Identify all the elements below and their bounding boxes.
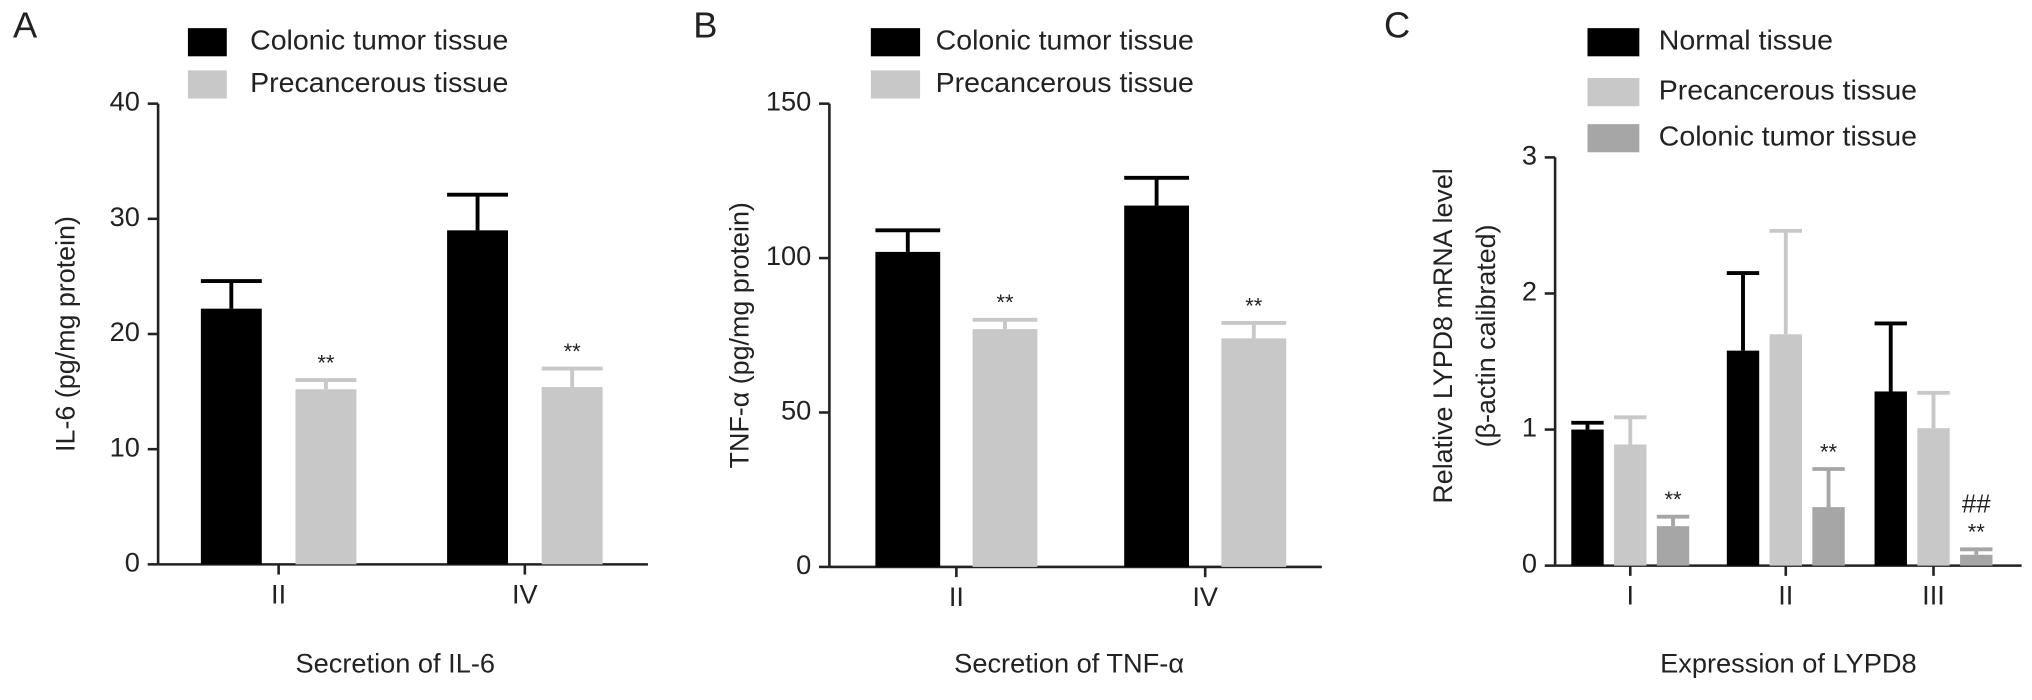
error-bar: [447, 192, 508, 231]
bar: [875, 251, 941, 567]
legend-swatch: [1587, 124, 1640, 153]
y-axis-label: IL-6 (pg/mg protein): [50, 216, 80, 452]
y-tick-label: 0: [125, 548, 140, 578]
y-axis-label: (β-actin calibrated): [1471, 224, 1501, 447]
bar: [1960, 554, 1993, 566]
bar: [1221, 338, 1287, 567]
error-bar: [1221, 321, 1287, 339]
error-bar: [1124, 175, 1190, 206]
y-tick-label: 150: [766, 87, 811, 117]
y-tick-label: 30: [110, 202, 140, 232]
legend-label: Precancerous tissue: [250, 67, 508, 99]
y-tick-label: 1: [1522, 413, 1537, 443]
significance-label: **: [996, 290, 1014, 315]
y-tick-label: 0: [796, 550, 811, 580]
error-bar: [1614, 415, 1647, 445]
error-bar: [1960, 547, 1993, 555]
y-tick-label: 40: [110, 87, 140, 117]
y-axis-label: TNF-α (pg/mg protein): [724, 202, 754, 468]
x-tick-label: IV: [1192, 582, 1218, 612]
bar: [200, 308, 262, 565]
legend-swatch: [870, 28, 921, 57]
bar: [972, 329, 1038, 567]
legend-swatch: [1587, 78, 1640, 107]
legend-swatch: [187, 28, 227, 57]
x-tick-label: II: [1778, 581, 1793, 611]
legend-label: Colonic tumor tissue: [936, 25, 1194, 57]
bar: [1614, 444, 1647, 566]
significance-label: **: [564, 339, 582, 364]
bar: [1874, 391, 1907, 566]
legend-swatch: [870, 70, 921, 99]
error-bar: [1726, 271, 1760, 351]
error-bar: [875, 228, 941, 252]
legend-label: Precancerous tissue: [1659, 75, 1917, 107]
y-tick-label: 0: [1522, 549, 1537, 579]
bar: [1917, 428, 1950, 566]
y-axis-label: Relative LYPD8 mRNA level: [1428, 168, 1458, 503]
error-bar: [1812, 467, 1845, 508]
legend-swatch: [187, 70, 227, 99]
error-bar: [1571, 420, 1604, 430]
x-tick-label: I: [1626, 581, 1634, 611]
x-tick-label: II: [271, 580, 286, 610]
significance-label: **: [1820, 440, 1838, 465]
x-axis-label: Secretion of TNF-α: [954, 649, 1184, 679]
error-bar: [1656, 514, 1690, 527]
significance-label: **: [317, 351, 335, 376]
bar: [1769, 334, 1802, 566]
x-axis-label: Expression of LYPD8: [1660, 649, 1917, 679]
significance-label: **: [1245, 293, 1263, 318]
bar: [447, 230, 508, 565]
x-tick-label: III: [1922, 581, 1945, 611]
y-tick-label: 3: [1522, 141, 1537, 171]
bar: [541, 386, 603, 565]
y-tick-label: 100: [766, 241, 811, 271]
panel-label: B: [693, 5, 717, 46]
significance-label: **: [1968, 520, 1986, 545]
error-bar: [972, 317, 1038, 330]
panel-label: A: [13, 5, 37, 46]
x-tick-label: II: [949, 582, 964, 612]
panel-label: C: [1384, 5, 1410, 46]
error-bar: [200, 279, 262, 309]
bar: [1656, 526, 1690, 566]
legend-swatch: [1587, 28, 1640, 57]
legend-label: Colonic tumor tissue: [250, 25, 508, 57]
error-bar: [1769, 228, 1802, 335]
bar: [1124, 205, 1190, 567]
legend-label: Colonic tumor tissue: [1659, 121, 1917, 153]
y-tick-label: 10: [110, 432, 140, 462]
error-bar: [1874, 321, 1907, 392]
y-tick-label: 50: [781, 396, 811, 426]
significance-label: ##: [1962, 491, 1992, 519]
bar: [1726, 350, 1760, 566]
error-bar: [541, 366, 603, 387]
error-bar: [1917, 390, 1950, 429]
bar: [1812, 507, 1845, 566]
x-axis-label: Secretion of IL-6: [295, 649, 495, 679]
significance-label: **: [1664, 487, 1682, 512]
legend-label: Normal tissue: [1659, 25, 1833, 57]
y-tick-label: 2: [1522, 277, 1537, 307]
bar: [295, 389, 357, 565]
y-tick-label: 20: [110, 317, 140, 347]
error-bar: [295, 378, 357, 390]
x-tick-label: IV: [512, 580, 538, 610]
legend-label: Precancerous tissue: [936, 67, 1194, 99]
bar: [1571, 429, 1604, 566]
